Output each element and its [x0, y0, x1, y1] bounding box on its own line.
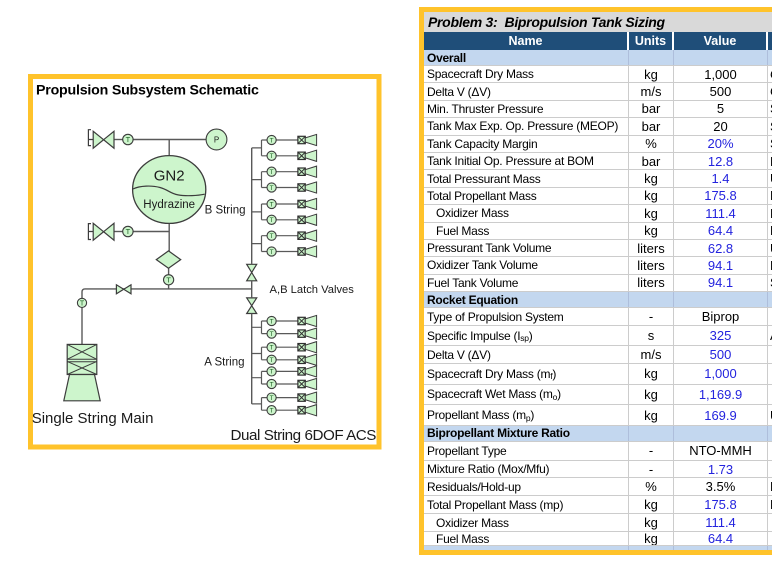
svg-text:T: T — [270, 381, 274, 388]
svg-text:T: T — [270, 137, 274, 144]
svg-text:T: T — [126, 227, 131, 236]
svg-text:T: T — [270, 395, 274, 402]
svg-text:Single String Main: Single String Main — [32, 410, 154, 427]
svg-text:Hydrazine: Hydrazine — [143, 199, 195, 211]
svg-text:T: T — [270, 169, 274, 176]
svg-text:T: T — [80, 300, 85, 307]
svg-text:T: T — [166, 276, 171, 285]
svg-text:T: T — [270, 217, 274, 224]
svg-text:T: T — [270, 408, 274, 415]
svg-text:Propulsion Subsystem Schematic: Propulsion Subsystem Schematic — [36, 83, 259, 99]
svg-text:T: T — [270, 345, 274, 352]
svg-text:A,B Latch Valves: A,B Latch Valves — [270, 284, 355, 296]
svg-text:T: T — [270, 357, 274, 364]
svg-text:T: T — [270, 249, 274, 256]
svg-text:T: T — [270, 331, 274, 338]
svg-text:T: T — [270, 153, 274, 160]
svg-text:T: T — [270, 318, 274, 325]
svg-text:T: T — [270, 201, 274, 208]
svg-text:Dual String 6DOF ACS: Dual String 6DOF ACS — [231, 427, 377, 444]
svg-text:T: T — [270, 369, 274, 376]
svg-text:A String: A String — [204, 357, 244, 369]
svg-text:GN2: GN2 — [154, 168, 185, 185]
svg-text:T: T — [270, 185, 274, 192]
svg-text:P: P — [214, 136, 219, 145]
svg-text:T: T — [270, 233, 274, 240]
svg-text:B String: B String — [205, 205, 246, 217]
svg-text:T: T — [126, 135, 131, 144]
